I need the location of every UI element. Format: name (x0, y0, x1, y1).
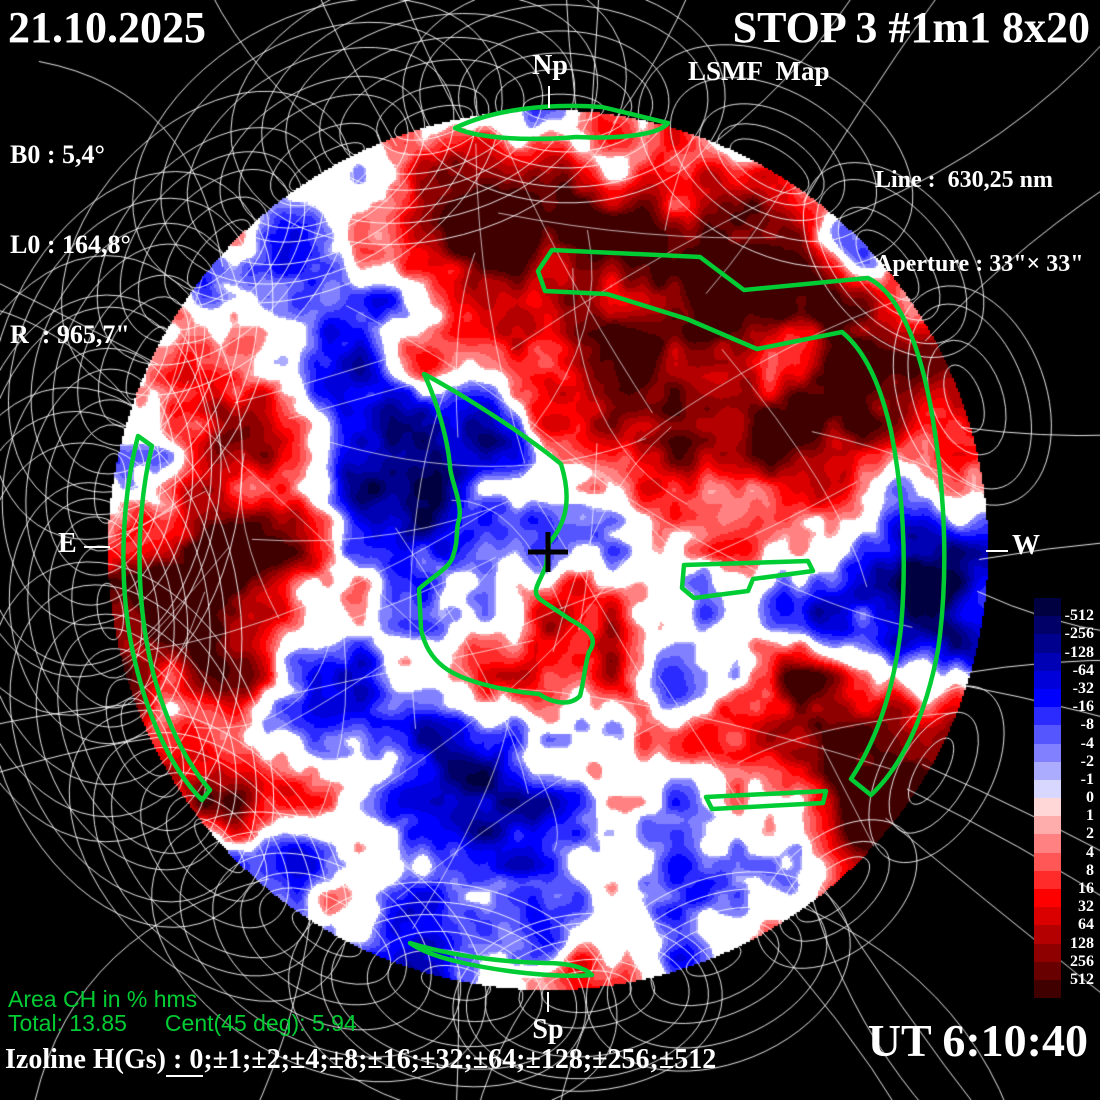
colorbar-segment (1034, 798, 1061, 817)
colorbar-segment (1034, 707, 1061, 726)
colorbar-segments (1034, 598, 1061, 999)
area-ch-values: Total: 13.85 Cent(45 deg): 5.94 (8, 1010, 357, 1037)
colorbar-tick-label: 1 (1086, 807, 1094, 825)
colorbar-tick-label: 64 (1078, 916, 1094, 934)
colorbar-tick-label: -64 (1072, 661, 1094, 679)
izoline-legend: Izoline H(Gs) : 0;±1;±2;±4;±8;±16;±32;±6… (5, 1044, 717, 1077)
colorbar-segment (1034, 634, 1061, 653)
colorbar-segment (1034, 761, 1061, 780)
west-limb-tick (986, 550, 1008, 552)
south-pole-tick (547, 992, 549, 1012)
area-ch-total: Total: 13.85 (8, 1010, 127, 1036)
instrument-title: STOP 3 #1m1 8x20 (732, 3, 1090, 52)
izoline-zero-level: : 0 (166, 1044, 204, 1077)
area-ch-cent: Cent(45 deg): 5.94 (164, 1010, 357, 1036)
colorbar-tick-label: -128 (1064, 643, 1094, 661)
aperture-value: Aperture : 33"× 33" (875, 251, 1084, 277)
colorbar-segment (1034, 816, 1061, 835)
colorbar-tick-label: 4 (1086, 843, 1094, 861)
colorbar-tick-label: 2 (1086, 825, 1094, 843)
colorbar-tick-label: -4 (1080, 734, 1094, 752)
colorbar-tick-label: 128 (1070, 934, 1094, 952)
colorbar-tick-label: -256 (1064, 625, 1094, 643)
colorbar-tick-label: -32 (1072, 679, 1094, 697)
ephemeris-block: B0 : 5,4° L0 : 164,8° R : 965,7" (10, 80, 131, 410)
colorbar-segment (1034, 598, 1061, 617)
colorbar-segment (1034, 616, 1061, 635)
colorbar-tick-label: -1 (1080, 770, 1094, 788)
spectral-line-value: Line : 630,25 nm (875, 167, 1054, 193)
colorbar-tick-label: 32 (1078, 898, 1094, 916)
colorbar-tick-label: 16 (1078, 879, 1094, 897)
field-strength-colorbar: -512 -256 -128 -64 -32 -16 -8 -4 -2 -1 0 1 2 4 8 16 32 64… (1034, 598, 1094, 999)
izoline-levels: ;±1;±2;±4;±8;±16;±32;±64;±128;±256;±512 (203, 1044, 717, 1075)
l0-value: L0 : 164,8° (10, 230, 131, 259)
colorbar-segment (1034, 725, 1061, 744)
colorbar-tick-label: 8 (1086, 861, 1094, 879)
solar-radius-value: R : 965,7" (10, 320, 130, 349)
north-pole-label: Np (532, 50, 568, 81)
colorbar-tick-label: 512 (1070, 970, 1094, 988)
colorbar-segment (1034, 925, 1061, 944)
instrument-params-block: Line : 630,25 nm Aperture : 33"× 33" (875, 110, 1084, 334)
colorbar-tick-label: -8 (1080, 716, 1094, 734)
east-limb-tick (84, 546, 110, 548)
colorbar-segment (1034, 889, 1061, 908)
area-ch-heading: Area CH in % hms (8, 986, 198, 1012)
colorbar-tick-label: -16 (1072, 698, 1094, 716)
colorbar-segment (1034, 907, 1061, 926)
colorbar-segment (1034, 852, 1061, 871)
north-pole-tick (548, 86, 550, 108)
colorbar-tick-label: -2 (1080, 752, 1094, 770)
colorbar-segment (1034, 652, 1061, 671)
colorbar-segment (1034, 943, 1061, 962)
izoline-prefix: Izoline H(Gs) (5, 1044, 166, 1075)
colorbar-segment (1034, 834, 1061, 853)
b0-value: B0 : 5,4° (10, 140, 105, 169)
colorbar-segment (1034, 670, 1061, 689)
south-pole-label: Sp (532, 1014, 564, 1045)
colorbar-tick-label: 0 (1086, 789, 1094, 806)
west-limb-label: W (1012, 530, 1040, 561)
map-type-label: LSMF Map (688, 56, 830, 86)
colorbar-segment (1034, 870, 1061, 889)
universal-time: UT 6:10:40 (867, 1015, 1088, 1066)
colorbar-segment (1034, 688, 1061, 708)
colorbar-segment (1034, 979, 1061, 999)
east-limb-label: E (58, 528, 77, 559)
observation-date: 21.10.2025 (8, 3, 206, 52)
colorbar-segment (1034, 743, 1061, 762)
colorbar-segment (1034, 779, 1061, 799)
colorbar-tick-label: -512 (1064, 607, 1094, 625)
colorbar-segment (1034, 961, 1061, 980)
colorbar-tick-label: 256 (1070, 952, 1094, 970)
